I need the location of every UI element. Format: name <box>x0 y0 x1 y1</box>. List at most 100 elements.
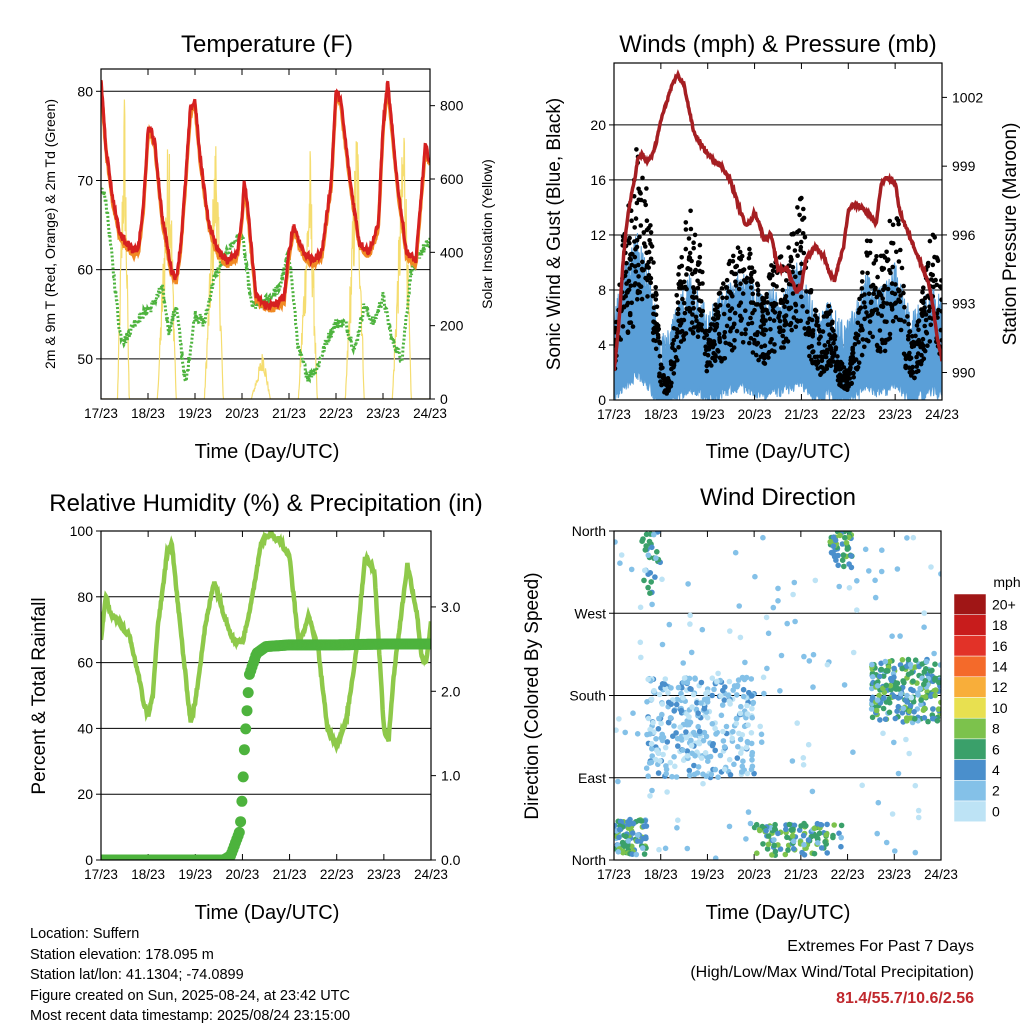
gust-point <box>661 376 667 382</box>
direction-point <box>880 673 887 679</box>
gust-point <box>671 371 677 376</box>
gust-point <box>914 323 920 328</box>
gust-point <box>676 345 681 350</box>
direction-point <box>737 710 744 717</box>
direction-point <box>633 851 640 858</box>
direction-point <box>932 687 939 693</box>
gust-point <box>728 342 734 348</box>
gust-point <box>896 218 901 224</box>
x-tick-label: 19/23 <box>178 406 212 421</box>
gust-point <box>724 295 729 301</box>
gust-point <box>712 327 718 333</box>
direction-point <box>899 710 906 716</box>
direction-point <box>810 651 817 658</box>
y-tick-label: South <box>569 688 606 704</box>
gust-point <box>808 288 814 293</box>
gust-point <box>648 230 654 235</box>
direction-point <box>721 766 728 773</box>
y-tick-label-right: 2.0 <box>441 683 461 699</box>
direction-point <box>764 665 770 672</box>
direction-point <box>836 830 842 837</box>
gust-point <box>731 321 737 327</box>
direction-point <box>910 699 917 705</box>
direction-point <box>850 749 856 755</box>
gust-point <box>727 316 733 322</box>
direction-point <box>738 703 744 710</box>
temperature-xlabel: Time (Day/UTC) <box>195 441 340 463</box>
gust-point <box>777 329 782 335</box>
direction-point <box>641 577 647 584</box>
gust-point <box>739 253 745 259</box>
direction-point <box>895 770 902 777</box>
gust-point <box>705 352 711 358</box>
gust-point <box>798 239 804 245</box>
gust-point <box>712 317 717 322</box>
gust-point <box>689 320 695 325</box>
precip-point <box>233 826 245 838</box>
gust-point <box>842 385 847 391</box>
gust-point <box>881 300 886 306</box>
gust-point <box>714 324 719 330</box>
gust-point <box>801 206 806 212</box>
direction-point <box>749 763 756 770</box>
y-tick-label: East <box>578 770 606 786</box>
gust-point <box>862 304 868 310</box>
direction-point <box>880 730 886 737</box>
direction-point <box>698 755 705 761</box>
direction-point <box>869 694 876 701</box>
direction-point <box>634 731 641 737</box>
colorbar-swatch <box>953 593 987 615</box>
x-tick-label: 20/23 <box>738 407 772 422</box>
gust-point <box>648 275 654 281</box>
winds-xlabel: Time (Day/UTC) <box>706 441 851 463</box>
location-text: Location: Suffern <box>30 926 140 942</box>
gust-point <box>679 263 685 269</box>
gust-point <box>743 308 748 314</box>
gust-point <box>628 257 633 262</box>
gust-point <box>796 228 802 233</box>
direction-point <box>894 566 901 572</box>
direction-point <box>656 846 662 853</box>
gust-point <box>685 266 690 272</box>
gust-point <box>711 350 716 356</box>
direction-point <box>653 736 659 742</box>
precip-point <box>242 687 254 699</box>
direction-point <box>814 835 821 841</box>
direction-point <box>901 679 907 686</box>
direction-point <box>730 728 736 735</box>
direction-point <box>830 543 837 549</box>
direction-point <box>891 739 897 746</box>
direction-point <box>770 604 777 611</box>
direction-point <box>928 693 934 700</box>
gust-point <box>925 343 930 349</box>
gust-point <box>755 330 760 335</box>
direction-point <box>869 714 876 721</box>
direction-point <box>812 577 819 584</box>
colorbar-label: 16 <box>992 638 1008 654</box>
gust-point <box>906 321 911 327</box>
direction-point <box>642 547 649 553</box>
gust-point <box>934 311 940 316</box>
y-tick-label: 12 <box>590 227 606 243</box>
direction-point <box>735 743 741 750</box>
gust-point <box>711 322 716 327</box>
direction-point <box>743 836 749 842</box>
direction-point <box>840 552 847 558</box>
y-tick-label-right: 993 <box>952 296 976 312</box>
direction-point <box>694 700 700 706</box>
direction-point <box>872 594 879 601</box>
direction-point <box>660 751 666 758</box>
gust-point <box>812 307 818 313</box>
gust-point <box>869 308 875 314</box>
gust-point <box>906 336 911 342</box>
direction-point <box>778 652 785 659</box>
gust-point <box>780 333 785 339</box>
direction-point <box>891 693 898 700</box>
precip-point <box>236 795 248 807</box>
direction-point <box>800 762 807 768</box>
direction-point <box>735 677 742 683</box>
direction-point <box>772 848 779 855</box>
direction-point <box>920 707 927 713</box>
direction-point <box>618 819 625 825</box>
gust-point <box>801 215 807 221</box>
